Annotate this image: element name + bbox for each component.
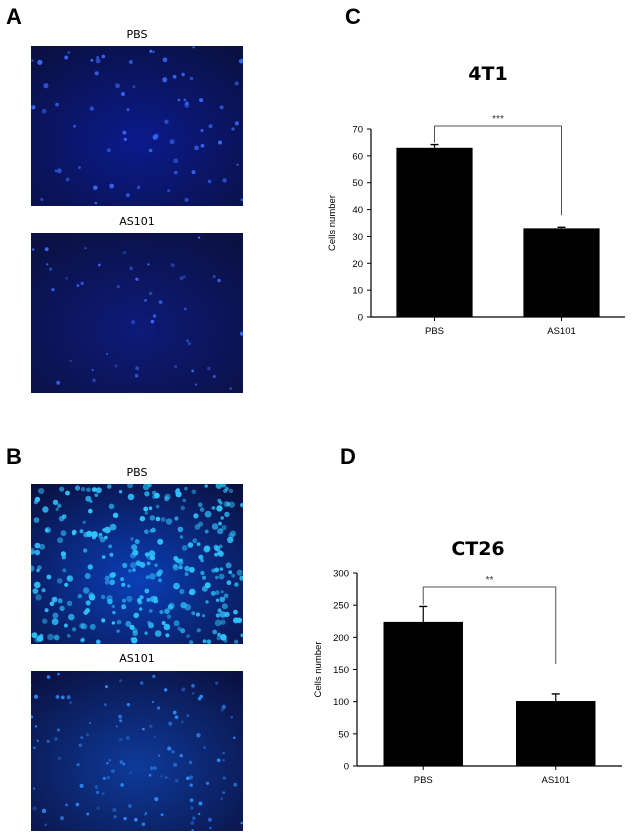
panel-b-pbs-micrograph bbox=[31, 484, 243, 644]
chart-ct26: 0 50 100 150 200 250 300 Cells number PBS AS101 ** bbox=[310, 560, 634, 800]
panel-b-pbs-label: PBS bbox=[126, 466, 148, 479]
svg-text:0: 0 bbox=[358, 313, 363, 324]
svg-text:AS101: AS101 bbox=[541, 775, 570, 786]
svg-text:200: 200 bbox=[333, 633, 349, 644]
svg-text:PBS: PBS bbox=[414, 775, 433, 786]
svg-text:AS101: AS101 bbox=[547, 326, 576, 337]
svg-text:10: 10 bbox=[352, 286, 363, 297]
svg-text:70: 70 bbox=[352, 125, 363, 136]
panel-a-as101-micrograph bbox=[31, 233, 243, 393]
svg-text:30: 30 bbox=[352, 232, 363, 243]
svg-text:100: 100 bbox=[333, 697, 349, 708]
svg-text:Cells number: Cells number bbox=[327, 195, 338, 251]
chart-d-title: CT26 bbox=[451, 538, 505, 560]
svg-text:50: 50 bbox=[338, 729, 349, 740]
panel-label-d: D bbox=[340, 444, 356, 469]
panel-a-pbs-label: PBS bbox=[126, 28, 148, 41]
panel-label-c: C bbox=[345, 4, 361, 29]
panel-b-as101-micrograph bbox=[31, 671, 243, 831]
svg-text:Cells number: Cells number bbox=[313, 642, 324, 698]
panel-a-as101-label: AS101 bbox=[119, 215, 155, 228]
svg-text:PBS: PBS bbox=[425, 326, 444, 337]
chart-4t1: 0 10 20 30 40 50 60 70 Cells number PBS AS101 *** bbox=[320, 100, 634, 340]
svg-text:60: 60 bbox=[352, 151, 363, 162]
svg-text:50: 50 bbox=[352, 178, 363, 189]
svg-text:20: 20 bbox=[352, 259, 363, 270]
svg-text:300: 300 bbox=[333, 569, 349, 580]
chart-c-title: 4T1 bbox=[468, 63, 508, 85]
svg-text:40: 40 bbox=[352, 205, 363, 216]
panel-label-a: A bbox=[6, 4, 22, 29]
svg-text:***: *** bbox=[492, 114, 504, 125]
panel-b-as101-label: AS101 bbox=[119, 652, 155, 665]
svg-text:150: 150 bbox=[333, 665, 349, 676]
svg-text:0: 0 bbox=[344, 762, 349, 773]
panel-label-b: B bbox=[6, 444, 22, 469]
svg-text:250: 250 bbox=[333, 601, 349, 612]
svg-text:**: ** bbox=[486, 575, 494, 586]
panel-a-pbs-micrograph bbox=[31, 46, 243, 206]
